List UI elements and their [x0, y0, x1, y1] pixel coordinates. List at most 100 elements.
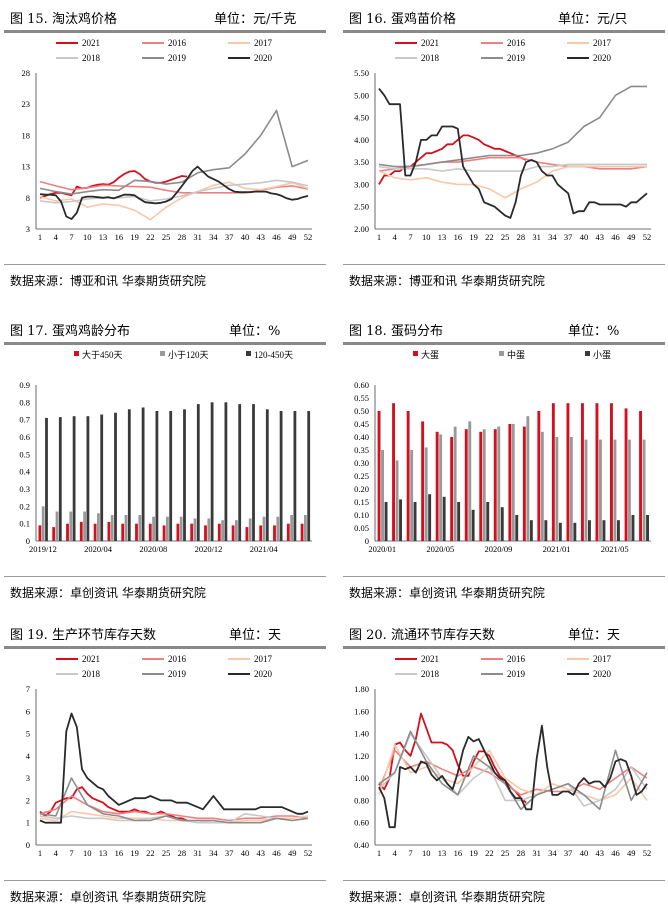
x-tick-label: 43 [256, 232, 265, 242]
x-tick-label: 31 [193, 848, 202, 858]
legend-item: 2017 [567, 654, 612, 664]
legend-label: 120-450天 [254, 350, 293, 360]
series-line-2020 [378, 724, 648, 829]
y-tick-label: 0.5 [19, 449, 30, 459]
title-rule [4, 646, 326, 649]
legend-label: 大蛋 [421, 349, 439, 360]
bar [252, 404, 255, 541]
legend-item: 2016 [481, 38, 526, 48]
bar [262, 516, 266, 541]
bar [628, 439, 631, 541]
bar [464, 429, 468, 541]
y-tick-label: 0.30 [354, 458, 369, 468]
bar [138, 515, 142, 541]
y-tick-label: 0.25 [354, 471, 369, 481]
bar [196, 404, 200, 541]
data-source: 数据来源：博亚和讯 华泰期货研究院 [10, 274, 206, 288]
bar [435, 431, 439, 541]
legend-item: 2017 [228, 38, 273, 48]
y-tick-label: 1.60 [354, 706, 369, 716]
legend-label: 中蛋 [507, 349, 525, 360]
bar [276, 516, 280, 541]
series-line-2020 [39, 712, 309, 824]
legend-label: 2020 [254, 53, 273, 63]
bar [207, 518, 211, 541]
legend-label: 大于450天 [82, 349, 123, 360]
y-tick-label: 0.2 [19, 501, 30, 511]
bar [529, 520, 533, 541]
bar [141, 407, 145, 541]
x-tick-label: 52 [643, 848, 652, 858]
bar [114, 412, 117, 541]
y-tick-label: 0.05 [354, 523, 369, 533]
legend-label: 2016 [168, 38, 187, 48]
legend-label: 2016 [507, 654, 526, 664]
source-rule [343, 880, 665, 881]
series-line-2017 [39, 181, 309, 221]
legend-swatch [246, 351, 251, 356]
legend-item: 2019 [481, 53, 526, 63]
chart-title: 图 20. 流通环节库存天数 [349, 628, 495, 643]
source-rule [4, 880, 326, 881]
bar [79, 521, 83, 541]
bar [508, 424, 512, 541]
bar [624, 408, 628, 541]
y-tick-label: 5 [26, 729, 30, 739]
bar [581, 403, 584, 541]
y-tick-label: 0.20 [354, 484, 369, 494]
legend-item: 2017 [228, 654, 273, 664]
bar [97, 513, 100, 541]
chart-unit: 单位：元/只 [558, 12, 628, 27]
data-source: 数据来源：卓创资讯 华泰期货研究院 [349, 890, 545, 904]
y-tick-label: 0.1 [19, 519, 30, 529]
y-tick-label: 0.60 [354, 818, 369, 828]
data-source: 数据来源：卓创资讯 华泰期货研究院 [10, 586, 206, 600]
bar [66, 523, 69, 541]
x-tick-label: 34 [209, 232, 218, 242]
bar [602, 520, 606, 541]
legend-item: 2018 [56, 53, 101, 63]
x-tick-label: 46 [611, 848, 620, 858]
bar [471, 509, 475, 541]
bar [135, 523, 138, 541]
bar [83, 511, 86, 541]
bar [421, 421, 425, 541]
x-tick-label: 2020/09 [485, 544, 513, 554]
y-tick-label: 5.50 [354, 68, 369, 78]
legend-label: 2018 [82, 53, 101, 63]
bar [152, 516, 155, 541]
source-rule [4, 264, 326, 265]
x-tick-label: 25 [501, 848, 510, 858]
legend-label: 2021 [82, 654, 100, 664]
bar [468, 421, 472, 541]
legend-item: 2021 [395, 654, 439, 664]
y-tick-label: 18 [22, 130, 31, 140]
bar [515, 515, 519, 541]
chart-plot: 2021 2016 2017 2018 2019 2020 3 8 13 18 23 28 1 4 7 10 1… [22, 38, 313, 242]
legend-label: 2019 [507, 53, 526, 63]
y-tick-label: 3.50 [354, 157, 369, 167]
y-tick-label: 0.6 [19, 432, 30, 442]
bar [613, 439, 617, 541]
legend-item: 2021 [56, 654, 100, 664]
chart-panel-4: 图 18. 蛋码分布 单位：% 数据来源：卓创资讯 华泰期货研究院 大蛋 中蛋 小蛋 0 0.… [343, 320, 665, 610]
x-tick-label: 49 [288, 232, 297, 242]
bar [540, 431, 544, 541]
bar [127, 409, 131, 541]
chart-plot: 大蛋 中蛋 小蛋 0 0.05 0.10 0.15 0.20 0.25 0.30 0.35 0.40 0… [354, 349, 651, 554]
bar [381, 450, 384, 541]
x-tick-label: 40 [241, 848, 250, 858]
legend-item: 小于120天 [160, 350, 209, 360]
bar [166, 516, 169, 541]
x-tick-label: 16 [115, 232, 124, 242]
x-tick-label: 7 [69, 232, 73, 242]
bar [551, 403, 555, 541]
bar [453, 426, 457, 541]
bar [392, 403, 395, 541]
x-tick-label: 19 [130, 232, 139, 242]
x-tick-label: 46 [272, 848, 281, 858]
bar [179, 516, 183, 541]
legend-item: 2017 [567, 38, 612, 48]
chart-unit: 单位：元/千克 [214, 12, 297, 27]
